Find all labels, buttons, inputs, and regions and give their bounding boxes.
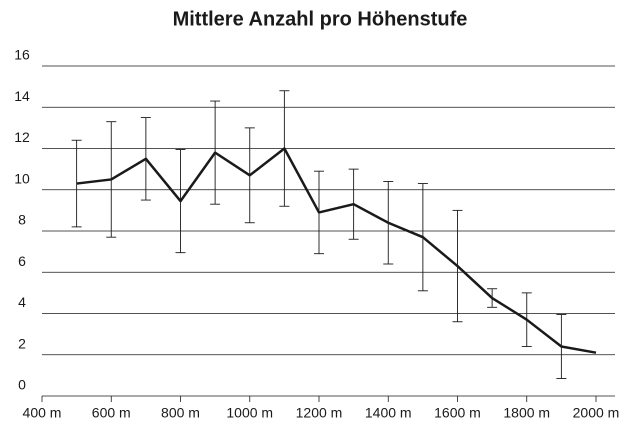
x-tick-label: 1600 m <box>434 405 481 421</box>
y-tick-label: 14 <box>14 88 30 104</box>
y-tick-label: 0 <box>18 377 26 393</box>
y-tick-label: 8 <box>18 212 26 228</box>
x-tick-label: 400 m <box>23 405 62 421</box>
x-tick-label: 800 m <box>161 405 200 421</box>
x-tick-label: 1800 m <box>503 405 550 421</box>
y-tick-label: 2 <box>18 335 26 351</box>
y-tick-label: 4 <box>18 294 26 310</box>
x-tick-label: 1200 m <box>296 405 343 421</box>
y-tick-label: 12 <box>14 129 30 145</box>
data-line <box>76 147 597 354</box>
x-tick-label: 2000 m <box>573 405 620 421</box>
chart-title: Mittlere Anzahl pro Höhenstufe <box>173 8 468 30</box>
x-tick-label: 1000 m <box>226 405 273 421</box>
y-tick-label: 16 <box>14 47 30 63</box>
y-tick-label: 6 <box>18 253 26 269</box>
y-tick-label: 10 <box>14 170 30 186</box>
x-tick-label: 1400 m <box>365 405 412 421</box>
x-tick-label: 600 m <box>92 405 131 421</box>
